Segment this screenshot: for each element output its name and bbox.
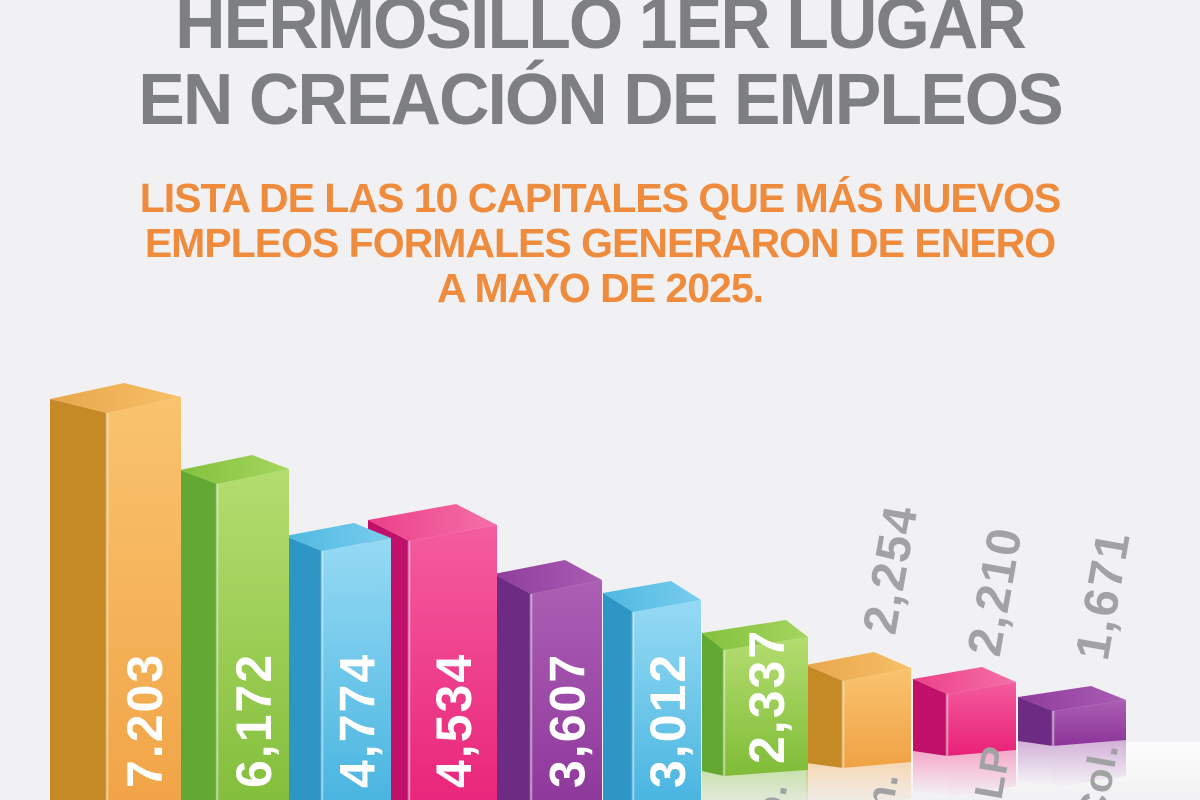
bar-value-label: 6,172 <box>226 653 282 788</box>
bar-left-face <box>50 399 107 800</box>
bar-front-face <box>1053 700 1126 746</box>
subtitle-line-3: A MAYO DE 2025. <box>436 265 764 311</box>
bar-value-label: 4,774 <box>330 653 386 788</box>
bar-value-label: 3,607 <box>540 653 596 788</box>
bar-value-label: 4,534 <box>426 653 482 788</box>
bar-front-face <box>531 580 602 800</box>
bar-reflection <box>843 762 911 800</box>
bar-3: 4,774 <box>285 523 391 800</box>
bar-left-face <box>913 679 947 756</box>
bar-front-face <box>947 682 1016 756</box>
bar-value-label: 2,337 <box>739 629 795 764</box>
bar-reflection <box>947 750 1016 798</box>
bar-reflection <box>1018 741 1053 786</box>
bar-reflection <box>1053 740 1126 788</box>
bar-reflection <box>702 771 724 800</box>
bar-front-face <box>217 469 289 800</box>
bar-front-face <box>107 397 181 800</box>
header: HERMOSILLO 1ER LUGAR EN CREACIÓN DE EMPL… <box>0 0 1200 138</box>
title-line-2: EN CREACIÓN DE EMPLEOS <box>138 60 1064 140</box>
bar-front-face <box>724 637 808 776</box>
bar-top-face <box>702 620 808 650</box>
bar-2: 6,172 <box>180 455 289 800</box>
bar-front-face <box>409 525 497 800</box>
bar-front-face <box>843 668 911 768</box>
subtitle-line-2: EMPLEOS FORMALES GENERARON DE ENERO <box>144 220 1056 266</box>
bar-value-label-above: 1,671 <box>1066 527 1141 664</box>
bar-left-face <box>494 574 531 800</box>
bar-top-face <box>494 560 602 594</box>
bar-value-label: 7.203 <box>117 653 173 788</box>
bar-value-label-above: 2,254 <box>854 501 929 638</box>
bar-value-label-above: 2,210 <box>958 523 1033 660</box>
bar-top-face <box>180 455 289 484</box>
bar-top-face <box>913 667 1016 694</box>
subtitle: LISTA DE LAS 10 CAPITALES QUE MÁS NUEVOS… <box>0 176 1200 311</box>
bar-top-face <box>603 581 701 612</box>
bar-left-face <box>180 470 217 800</box>
bar-left-face <box>806 665 843 768</box>
title-line-1: HERMOSILLO 1ER LUGAR <box>175 0 1027 64</box>
bar-left-face <box>1018 697 1053 746</box>
bar-left-face <box>285 536 322 800</box>
bar-left-face <box>603 593 633 800</box>
bar-1: 7.203 <box>50 383 181 800</box>
bar-reflection <box>913 751 947 796</box>
bar-top-face <box>285 523 391 551</box>
bar-top-face <box>368 504 497 541</box>
bar-7: 2,337o. <box>702 620 808 800</box>
bar-reflection <box>806 763 843 800</box>
bar-front-face <box>633 600 701 800</box>
bar-top-face <box>1018 686 1126 711</box>
bar-left-face <box>702 633 724 776</box>
bar-top-face <box>50 383 181 413</box>
bar-5: 3,607 <box>494 560 602 800</box>
bar-front-face <box>322 538 391 800</box>
subtitle-line-1: LISTA DE LAS 10 CAPITALES QUE MÁS NUEVOS <box>139 175 1062 221</box>
bar-reflection <box>724 770 808 800</box>
bar-top-face <box>806 652 911 681</box>
page-title: HERMOSILLO 1ER LUGAR EN CREACIÓN DE EMPL… <box>0 0 1200 138</box>
bar-6: 3,012 <box>603 581 701 800</box>
bar-value-label: 3,012 <box>640 653 696 788</box>
